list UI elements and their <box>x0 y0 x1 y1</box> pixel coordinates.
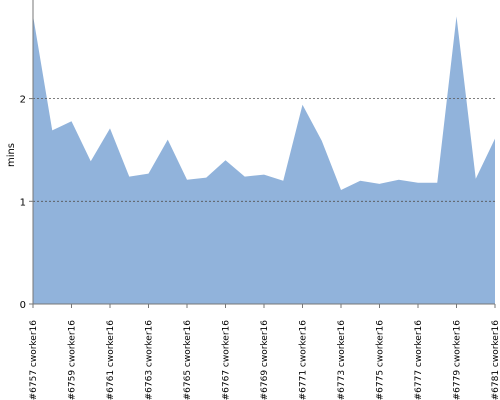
x-tick-label: #6777 cworker16 <box>414 320 424 400</box>
x-tick-label: #6759 cworker16 <box>68 320 78 400</box>
x-tick-label: #6781 cworker16 <box>491 320 500 400</box>
x-tick-label: #6775 cworker16 <box>376 320 386 400</box>
x-tick-label: #6757 cworker16 <box>29 320 39 400</box>
y-tick-label: 1 <box>20 197 26 208</box>
area <box>33 15 495 305</box>
x-tick-label: #6761 cworker16 <box>106 320 116 400</box>
x-tick-label: #6767 cworker16 <box>222 320 232 400</box>
x-tick-label: #6771 cworker16 <box>299 320 309 400</box>
x-tick-label: #6763 cworker16 <box>145 320 155 400</box>
x-tick-label: #6769 cworker16 <box>260 320 270 400</box>
x-tick-label: #6765 cworker16 <box>183 320 193 400</box>
x-tick-label: #6779 cworker16 <box>453 320 463 400</box>
y-tick-label: 2 <box>20 95 26 106</box>
y-axis-label: mins <box>6 143 17 167</box>
x-tick-label: #6773 cworker16 <box>337 320 347 400</box>
y-tick-label: 0 <box>20 300 26 311</box>
